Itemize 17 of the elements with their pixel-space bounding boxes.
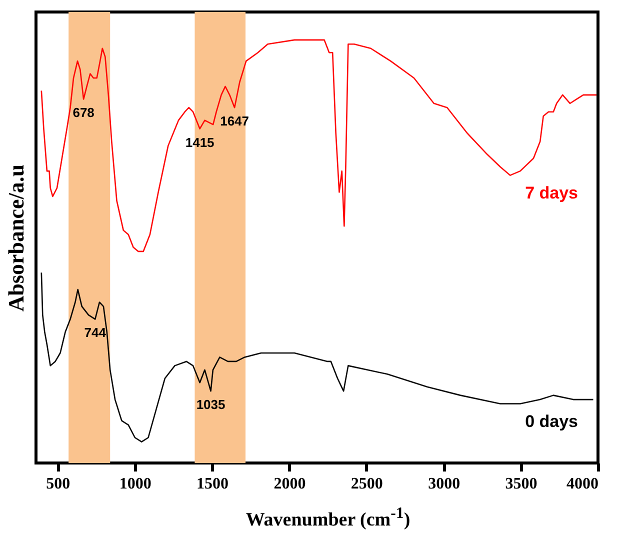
x-tick-label: 2000 [274,476,306,492]
y-axis-title: Absorbance/a.u [4,164,28,312]
annotation: 1415 [185,134,214,150]
x-tick-label: 2500 [350,476,383,492]
x-tick-label: 3000 [428,476,460,492]
series-label: 0 days [525,412,578,431]
x-tick-label: 500 [46,476,70,492]
annotation: 1035 [196,397,226,412]
x-tick-label: 1000 [119,476,152,492]
annotation: 1647 [220,114,250,129]
x-tick-label: 3500 [505,476,538,492]
annotation: 744 [84,325,107,340]
annotation: 678 [72,105,94,120]
series-label: 7 days [525,183,578,202]
x-axis-title: Wavenumber (cm$^{-1}$) [244,505,412,532]
x-tick-label: 1500 [196,476,229,492]
x-tick-label: 4000 [566,476,598,492]
